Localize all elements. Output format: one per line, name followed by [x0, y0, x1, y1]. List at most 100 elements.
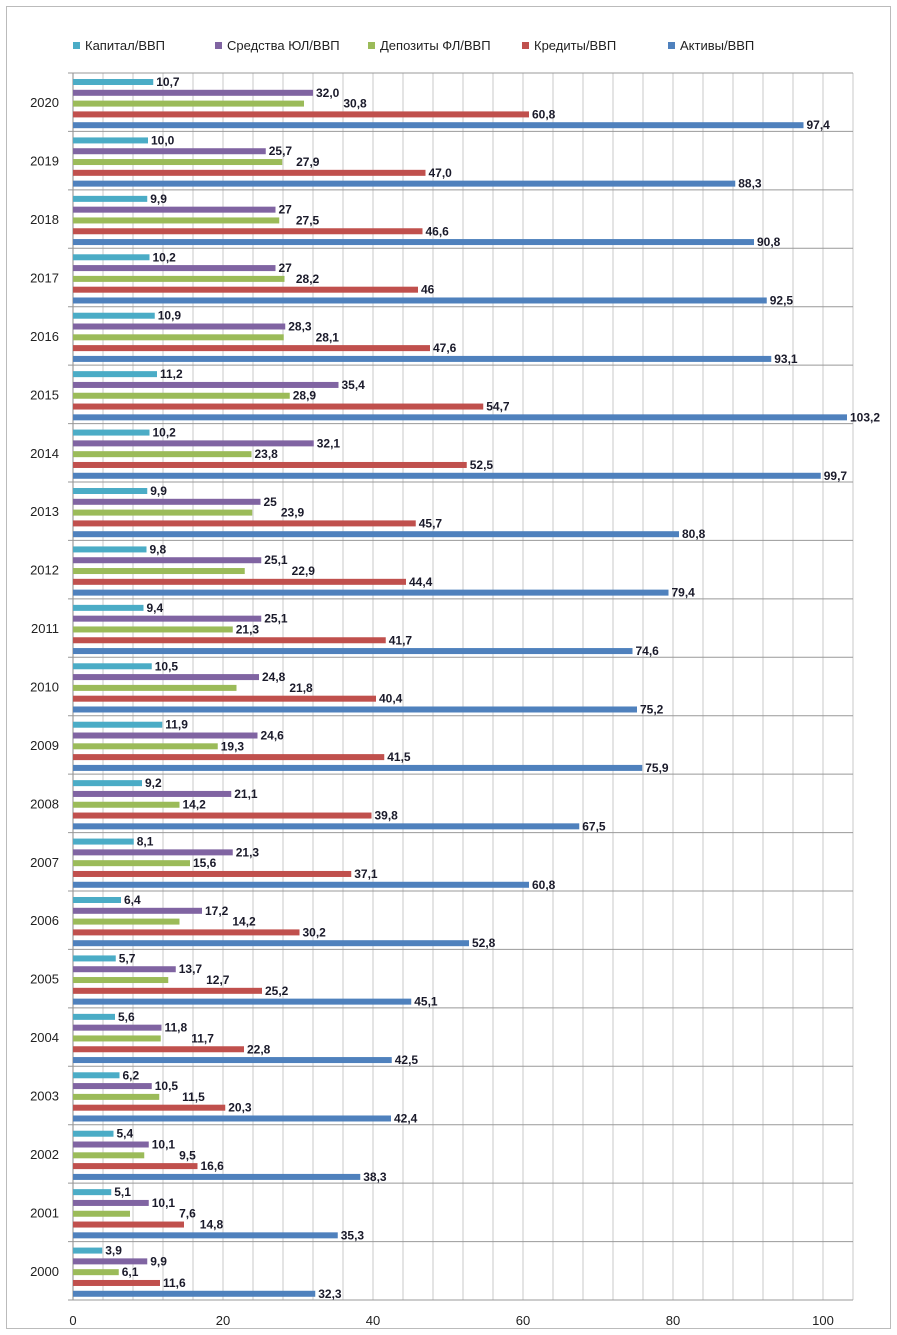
data-label: 5,1: [114, 1185, 131, 1199]
legend-swatch: [368, 42, 375, 49]
data-label: 10,7: [156, 75, 180, 89]
bar-1: [73, 849, 233, 856]
data-label: 10,1: [152, 1138, 176, 1152]
bar-2: [73, 1152, 145, 1159]
data-label: 99,7: [824, 469, 848, 483]
legend-entry: Депозиты ФЛ/ВВП: [380, 38, 491, 53]
data-label: 21,8: [289, 681, 313, 695]
data-label: 3,9: [105, 1244, 122, 1258]
bar-3: [73, 578, 406, 585]
bar-3: [73, 520, 416, 527]
bar-1: [73, 323, 286, 330]
bar-1: [73, 615, 262, 622]
data-label: 16,6: [201, 1159, 225, 1173]
bar-2: [73, 801, 180, 808]
data-label: 28,9: [293, 389, 317, 403]
category-label: 2002: [30, 1147, 59, 1162]
data-label: 10,0: [151, 133, 175, 147]
data-label: 21,3: [236, 622, 260, 636]
data-label: 9,9: [150, 1254, 167, 1268]
data-label: 23,8: [255, 447, 279, 461]
category-label: 2011: [31, 621, 59, 636]
bar-3: [73, 1221, 184, 1228]
bar-2: [73, 334, 284, 341]
bar-0: [73, 1013, 115, 1020]
bar-3: [73, 1046, 244, 1053]
bar-0: [73, 254, 150, 261]
bar-2: [73, 275, 285, 282]
data-label: 24,8: [262, 670, 286, 684]
data-label: 54,7: [486, 400, 510, 414]
data-label: 14,2: [232, 915, 256, 929]
bar-2: [73, 626, 233, 633]
bar-1: [73, 732, 258, 739]
bar-4: [73, 1290, 316, 1297]
x-tick-label: 60: [516, 1313, 530, 1328]
bar-4: [73, 648, 633, 655]
x-tick-label: 80: [666, 1313, 680, 1328]
bar-2: [73, 1269, 119, 1276]
data-label: 28,2: [296, 272, 320, 286]
data-label: 75,9: [645, 761, 669, 775]
data-label: 19,3: [221, 739, 245, 753]
data-label: 35,3: [341, 1228, 365, 1242]
data-label: 67,5: [582, 819, 606, 833]
data-label: 45,1: [414, 995, 438, 1009]
bar-0: [73, 721, 163, 728]
data-label: 25,2: [265, 984, 289, 998]
data-label: 88,3: [738, 177, 762, 191]
bar-0: [73, 137, 148, 144]
data-label: 25,1: [264, 612, 288, 626]
bar-0: [73, 1247, 103, 1254]
data-label: 23,9: [281, 506, 305, 520]
bar-0: [73, 604, 144, 611]
bar-0: [73, 663, 152, 670]
category-label: 2006: [30, 913, 59, 928]
data-label: 90,8: [757, 235, 781, 249]
bar-1: [73, 440, 314, 447]
data-label: 39,8: [375, 809, 399, 823]
bar-3: [73, 1163, 198, 1170]
bar-0: [73, 546, 147, 553]
bar-2: [73, 568, 245, 575]
data-label: 60,8: [532, 878, 556, 892]
bar-0: [73, 838, 134, 845]
bar-0: [73, 1189, 112, 1196]
legend-entry: Капитал/ВВП: [85, 38, 165, 53]
data-label: 46: [421, 283, 435, 297]
x-tick-label: 40: [366, 1313, 380, 1328]
bar-3: [73, 286, 418, 293]
bar-4: [73, 1115, 391, 1122]
category-label: 2005: [30, 972, 59, 987]
category-label: 2014: [30, 446, 59, 461]
data-label: 75,2: [640, 702, 664, 716]
bar-1: [73, 790, 232, 797]
data-label: 32,1: [317, 436, 341, 450]
data-label: 9,8: [150, 542, 167, 556]
bar-4: [73, 823, 580, 830]
data-label: 27: [279, 203, 293, 217]
data-label: 44,4: [409, 575, 433, 589]
data-label: 37,1: [354, 867, 378, 881]
category-label: 2009: [30, 738, 59, 753]
bar-0: [73, 1130, 114, 1137]
data-label: 10,2: [153, 250, 177, 264]
bar-0: [73, 429, 150, 436]
data-label: 5,7: [119, 951, 136, 965]
data-label: 10,2: [153, 426, 177, 440]
bar-1: [73, 557, 262, 564]
data-label: 32,0: [316, 86, 340, 100]
bar-2: [73, 918, 180, 925]
data-label: 32,3: [318, 1287, 342, 1301]
bar-4: [73, 764, 643, 771]
data-label: 80,8: [682, 527, 706, 541]
category-label: 2015: [30, 387, 59, 402]
bar-3: [73, 403, 484, 410]
data-label: 14,2: [183, 798, 207, 812]
bar-3: [73, 695, 376, 702]
bar-2: [73, 159, 283, 166]
bar-1: [73, 1024, 162, 1031]
category-label: 2019: [30, 154, 59, 169]
data-label: 11,5: [182, 1090, 205, 1104]
